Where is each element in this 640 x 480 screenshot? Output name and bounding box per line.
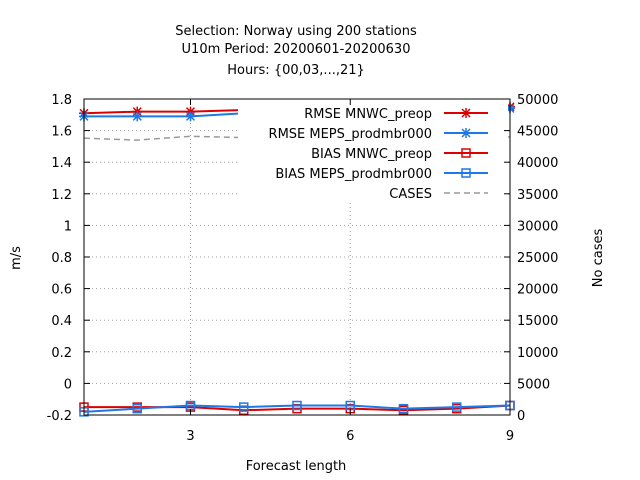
x-tick-label: 6 — [346, 429, 354, 444]
legend-label: BIAS MNWC_preop — [311, 147, 432, 162]
legend: RMSE MNWC_preop RMSE MEPS_prodmbr000 BIAS … — [238, 102, 508, 202]
y-tick-label: 0 — [64, 377, 72, 392]
y2-tick-label: 30000 — [517, 219, 558, 234]
y2-tick-label: 0 — [517, 409, 525, 424]
legend-label: BIAS MEPS_prodmbr000 — [275, 167, 432, 182]
y2-tick-label: 15000 — [517, 314, 558, 329]
y2-tick-label: 10000 — [517, 346, 558, 361]
series-line — [83, 404, 511, 413]
y2-tick-label: 25000 — [517, 251, 558, 266]
ticks: -0.2 0 0.2 0.4 0.6 0.8 1 1.2 1.4 1.6 1.8 0 5000 10000… — [47, 93, 559, 444]
data-point — [185, 111, 196, 122]
x-axis-label: Forecast length — [246, 459, 347, 474]
data-point — [461, 168, 471, 178]
x-tick-label: 3 — [186, 429, 194, 444]
legend-label: CASES — [389, 187, 432, 202]
y2-axis-label: No cases — [591, 229, 606, 288]
data-point — [292, 400, 302, 411]
y2-tick-label: 50000 — [517, 93, 558, 108]
y-tick-label: 1.4 — [51, 156, 72, 171]
data-point — [132, 403, 142, 414]
x-tick-label: 9 — [506, 429, 514, 444]
data-point — [132, 111, 143, 122]
y2-tick-label: 45000 — [517, 125, 558, 140]
data-point — [461, 108, 471, 118]
legend-label: RMSE MEPS_prodmbr000 — [269, 127, 432, 142]
y-tick-label: 0.6 — [51, 283, 72, 298]
title-line-3: Hours: {00,03,...,21} — [227, 63, 365, 78]
data-point — [461, 128, 471, 138]
y-tick-label: 0.2 — [51, 346, 72, 361]
data-point — [461, 148, 471, 158]
data-point — [452, 402, 462, 412]
y-tick-label: 0.4 — [51, 314, 72, 329]
y2-tick-label: 35000 — [517, 188, 558, 203]
title-line-1: Selection: Norway using 200 stations — [175, 24, 417, 39]
title-line-2: U10m Period: 20200601-20200630 — [182, 42, 411, 57]
y-axis-label: m/s — [9, 246, 24, 270]
y2-tick-label: 20000 — [517, 283, 558, 298]
y-tick-label: 1 — [64, 219, 72, 234]
y-tick-label: 1.8 — [51, 93, 72, 108]
legend-background — [238, 102, 508, 200]
data-point — [239, 402, 249, 412]
y2-tick-label: 40000 — [517, 156, 558, 171]
legend-label: RMSE MNWC_preop — [304, 107, 432, 122]
y-tick-label: 1.2 — [51, 188, 72, 203]
title-block: Selection: Norway using 200 stations U10… — [175, 24, 417, 78]
y-tick-label: 1.6 — [51, 125, 72, 140]
y2-tick-label: 5000 — [517, 377, 550, 392]
y-tick-label: -0.2 — [47, 409, 72, 424]
y-tick-label: 0.8 — [51, 251, 72, 266]
data-point — [398, 403, 409, 414]
